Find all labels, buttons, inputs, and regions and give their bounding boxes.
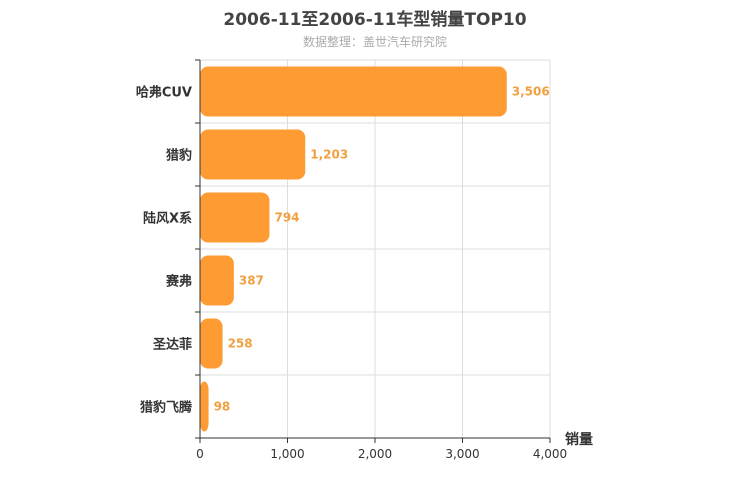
x-tick-label: 4,000 bbox=[533, 447, 567, 461]
axes bbox=[195, 59, 551, 443]
category-label: 陆风X系 bbox=[143, 211, 192, 227]
data-label: 258 bbox=[228, 337, 253, 351]
bar bbox=[200, 129, 306, 180]
data-label: 98 bbox=[214, 400, 231, 414]
category-label: 猎豹飞腾 bbox=[140, 400, 193, 416]
data-label: 3,506 bbox=[512, 85, 550, 99]
category-label: 哈弗CUV bbox=[136, 85, 192, 101]
grid-lines bbox=[199, 59, 551, 439]
bar bbox=[200, 66, 507, 117]
bar bbox=[200, 255, 234, 306]
category-label: 猎豹 bbox=[166, 148, 192, 164]
x-tick-label: 2,000 bbox=[358, 447, 392, 461]
data-label: 794 bbox=[274, 211, 299, 225]
chart-subtitle: 数据整理：盖世汽车研究院 bbox=[302, 35, 447, 49]
x-axis-title: 销量 bbox=[565, 431, 593, 448]
data-label: 387 bbox=[239, 274, 264, 288]
x-tick-label: 1,000 bbox=[270, 447, 304, 461]
bar bbox=[200, 318, 223, 369]
labels: 3,506 哈弗CUV 1,203 猎豹 794 陆风X系 387 赛弗 258 圣达菲 98 猎豹飞… bbox=[136, 85, 567, 462]
bar bbox=[200, 192, 270, 243]
chart-title: 2006-11至2006-11车型销量TOP10 bbox=[223, 10, 527, 30]
category-label: 圣达菲 bbox=[153, 337, 192, 353]
x-tick-label: 3,000 bbox=[445, 447, 479, 461]
x-tick-label: 0 bbox=[196, 447, 204, 461]
bars bbox=[200, 66, 507, 432]
bar bbox=[200, 381, 209, 432]
category-label: 赛弗 bbox=[165, 274, 192, 290]
data-label: 1,203 bbox=[310, 148, 348, 162]
